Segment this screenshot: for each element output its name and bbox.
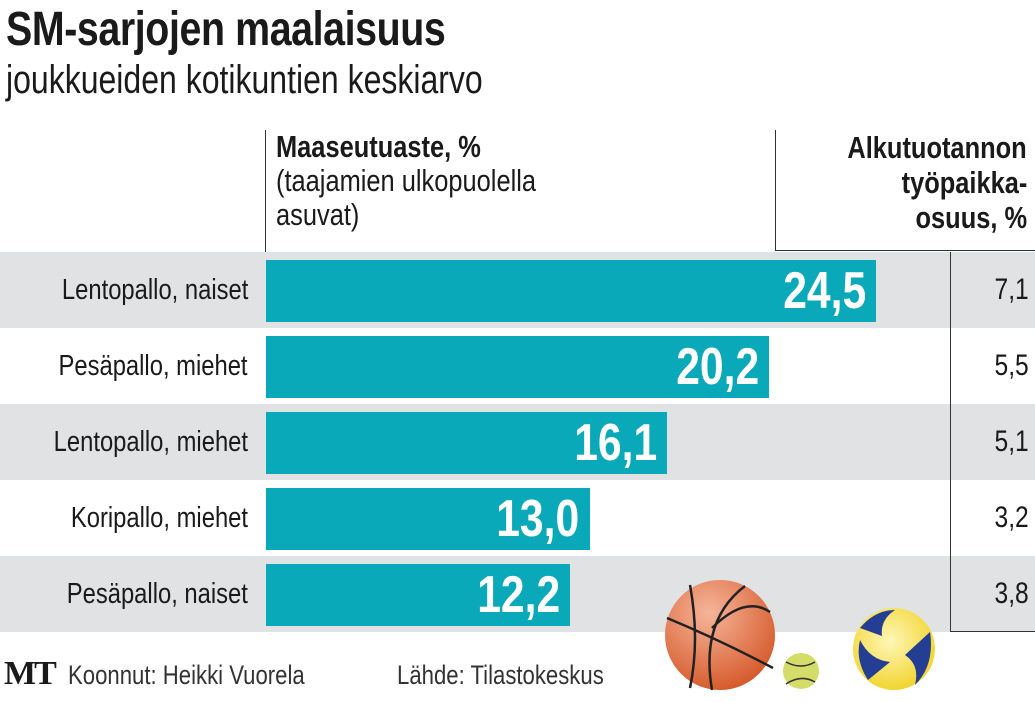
share-value-text: 5,1 — [994, 425, 1029, 458]
share-value-label: 7,1 — [987, 252, 1029, 328]
bar: 13,0 — [266, 488, 590, 550]
share-value-text: 7,1 — [994, 273, 1029, 306]
header1-line2: (taajamien ulkopuolella — [276, 163, 537, 198]
bar-value-text: 12,2 — [476, 566, 560, 624]
maaseutuaste-header: Maaseutuaste, % (taajamien ulkopuolella … — [276, 130, 593, 232]
mt-logo: MT — [4, 655, 57, 692]
footer-source: Lähde: Tilastokeskus — [397, 660, 649, 691]
category-label: Pesäpallo, naiset — [27, 556, 248, 632]
share-value-label: 5,1 — [987, 404, 1029, 480]
bar-value-label: 20,2 — [658, 334, 759, 400]
bar-value-label: 13,0 — [478, 486, 580, 552]
footer-author: Koonnut: Heikki Vuorela — [68, 660, 357, 691]
category-label-text: Pesäpallo, naiset — [66, 578, 248, 610]
bar-value-label: 16,1 — [556, 410, 657, 476]
volleyball-icon — [853, 608, 935, 690]
author-text: Koonnut: Heikki Vuorela — [68, 660, 305, 690]
divider-right-column — [950, 252, 951, 632]
source-text: Lähde: Tilastokeskus — [397, 660, 604, 690]
header1-line3: asuvat) — [276, 197, 360, 232]
bar-value-label: 12,2 — [459, 562, 560, 628]
bar-value-text: 16,1 — [573, 414, 657, 472]
share-value-label: 5,5 — [987, 328, 1029, 404]
bar-value-text: 24,5 — [783, 262, 866, 320]
share-value-label: 3,2 — [987, 480, 1029, 556]
divider-header-bottom — [775, 250, 1035, 251]
alkutuotanto-header: Alkutuotannon työpaikka- osuus, % — [808, 130, 1027, 235]
chart-subtitle: joukkueiden kotikuntien keskiarvo — [6, 58, 602, 103]
divider-right-header — [775, 130, 776, 251]
share-value-label: 3,8 — [987, 556, 1029, 632]
divider-left — [265, 130, 266, 252]
header2-line3: osuus, % — [915, 200, 1027, 235]
chart-title: SM-sarjojen maalaisuus — [6, 2, 542, 57]
bar-value-text: 13,0 — [496, 490, 580, 548]
category-label: Koripallo, miehet — [32, 480, 248, 556]
bar-value-label: 24,5 — [765, 258, 866, 324]
subtitle-text: joukkueiden kotikuntien keskiarvo — [6, 58, 483, 102]
category-label: Lentopallo, naiset — [21, 252, 248, 328]
bar: 20,2 — [266, 336, 769, 398]
share-value-text: 3,2 — [994, 501, 1029, 534]
category-label: Lentopallo, miehet — [11, 404, 248, 480]
header1-bold: Maaseutuaste, % — [276, 129, 481, 164]
tennis-ball-icon — [783, 653, 819, 689]
header2-line1: Alkutuotannon — [847, 130, 1027, 165]
bar: 24,5 — [266, 260, 876, 322]
category-label-text: Pesäpallo, miehet — [58, 350, 248, 382]
category-label-text: Koripallo, miehet — [70, 502, 248, 534]
divider-right-bottom — [950, 631, 1035, 632]
header2-line2: työpaikka- — [901, 165, 1027, 200]
basketball-icon — [665, 580, 775, 691]
share-value-text: 3,8 — [994, 577, 1029, 610]
title-text: SM-sarjojen maalaisuus — [6, 3, 446, 56]
bar: 12,2 — [266, 564, 570, 626]
bar-value-text: 20,2 — [675, 338, 759, 396]
bar: 16,1 — [266, 412, 667, 474]
category-label: Pesäpallo, miehet — [17, 328, 248, 404]
share-value-text: 5,5 — [994, 349, 1029, 382]
category-label-text: Lentopallo, miehet — [53, 426, 248, 458]
category-label-text: Lentopallo, naiset — [61, 274, 248, 306]
